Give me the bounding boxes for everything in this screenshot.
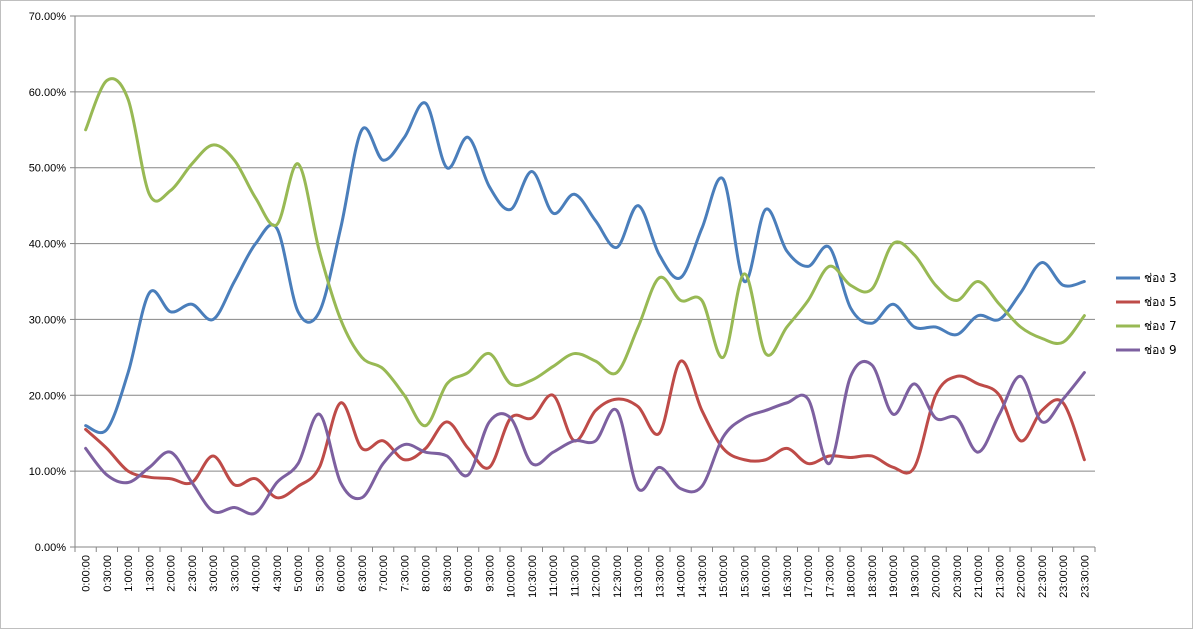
x-tick-label: 14:00:00 [676, 555, 688, 598]
x-tick-label: 20:30:00 [952, 555, 964, 598]
x-tick-label: 15:00:00 [718, 555, 730, 598]
x-tick-label: 9:30:00 [484, 555, 496, 592]
x-tick-label: 4:30:00 [272, 555, 284, 592]
y-tick-label: 0.00% [35, 542, 66, 554]
x-tick-label: 8:30:00 [442, 555, 454, 592]
y-tick-label: 20.00% [29, 390, 67, 402]
legend-label: ช่อง 9 [1144, 343, 1177, 357]
series-line-3 [86, 79, 1085, 426]
x-tick-label: 18:30:00 [867, 555, 879, 598]
x-tick-label: 2:30:00 [187, 555, 199, 592]
series-line-1 [86, 103, 1085, 433]
x-tick-label: 2:00:00 [166, 555, 178, 592]
x-tick-label: 18:00:00 [846, 555, 858, 598]
x-tick-label: 0:00:00 [81, 555, 93, 592]
x-tick-label: 22:30:00 [1037, 555, 1049, 598]
x-tick-label: 15:30:00 [739, 555, 751, 598]
x-tick-label: 4:00:00 [251, 555, 263, 592]
x-tick-label: 3:30:00 [229, 555, 241, 592]
x-tick-label: 21:00:00 [973, 555, 985, 598]
x-tick-label: 10:00:00 [506, 555, 518, 598]
x-tick-label: 12:00:00 [591, 555, 603, 598]
x-tick-label: 13:00:00 [633, 555, 645, 598]
x-tick-label: 12:30:00 [612, 555, 624, 598]
x-tick-label: 10:30:00 [527, 555, 539, 598]
x-tick-label: 6:00:00 [336, 555, 348, 592]
y-tick-label: 30.00% [29, 314, 67, 326]
x-tick-label: 16:00:00 [761, 555, 773, 598]
x-tick-label: 9:00:00 [463, 555, 475, 592]
x-tick-label: 22:00:00 [1016, 555, 1028, 598]
x-tick-label: 21:30:00 [994, 555, 1006, 598]
x-tick-label: 20:00:00 [931, 555, 943, 598]
x-tick-label: 19:30:00 [909, 555, 921, 598]
y-tick-label: 70.00% [29, 11, 67, 23]
legend-label: ช่อง 3 [1144, 271, 1177, 285]
x-tick-label: 8:00:00 [421, 555, 433, 592]
x-tick-label: 19:00:00 [888, 555, 900, 598]
series-line-2 [86, 361, 1085, 498]
legend-label: ช่อง 5 [1144, 295, 1177, 309]
y-tick-label: 40.00% [29, 239, 67, 251]
x-tick-label: 17:30:00 [824, 555, 836, 598]
series-line-4 [86, 361, 1085, 514]
x-tick-label: 23:00:00 [1058, 555, 1070, 598]
x-tick-label: 16:30:00 [782, 555, 794, 598]
x-tick-label: 5:30:00 [314, 555, 326, 592]
x-tick-label: 13:30:00 [654, 555, 666, 598]
x-tick-label: 6:30:00 [357, 555, 369, 592]
x-tick-label: 17:00:00 [803, 555, 815, 598]
x-tick-label: 11:00:00 [548, 555, 560, 597]
legend-label: ช่อง 7 [1144, 319, 1177, 333]
y-tick-label: 60.00% [29, 87, 67, 99]
y-tick-label: 50.00% [29, 163, 67, 175]
x-tick-label: 7:00:00 [378, 555, 390, 592]
x-tick-label: 3:00:00 [208, 555, 220, 592]
x-tick-label: 23:30:00 [1079, 555, 1091, 598]
x-tick-label: 7:30:00 [399, 555, 411, 592]
x-tick-label: 11:30:00 [569, 555, 581, 597]
x-tick-label: 5:00:00 [293, 555, 305, 592]
x-tick-label: 0:30:00 [102, 555, 114, 592]
y-tick-label: 10.00% [29, 466, 67, 478]
x-tick-label: 1:30:00 [144, 555, 156, 592]
x-tick-label: 1:00:00 [123, 555, 135, 592]
x-tick-label: 14:30:00 [697, 555, 709, 598]
